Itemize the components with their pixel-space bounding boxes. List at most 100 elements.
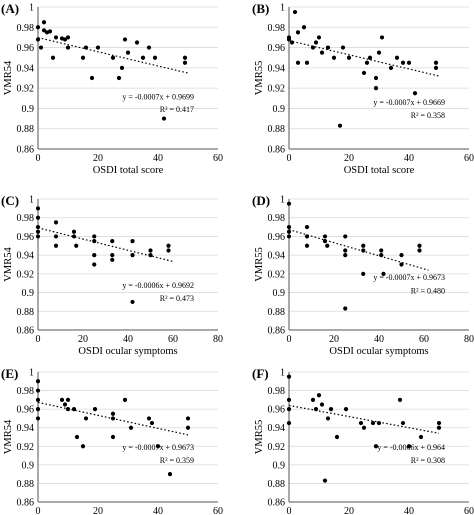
data-point (65, 35, 71, 40)
data-point (80, 444, 86, 449)
data-point (388, 65, 394, 70)
trendline (288, 229, 429, 271)
data-point (337, 123, 343, 128)
data-point (122, 37, 128, 42)
data-point (35, 229, 41, 234)
data-point (417, 243, 422, 248)
y-tick-label: 1 (29, 195, 34, 206)
y-tick-label: 0.96 (17, 405, 35, 416)
data-point (343, 248, 348, 253)
y-tick-label: 0.96 (268, 43, 286, 54)
data-point (167, 472, 173, 477)
data-point (110, 55, 116, 60)
y-tick-label: 0.92 (268, 442, 286, 453)
data-point (71, 229, 77, 234)
y-tick-label: 0.9 (22, 104, 35, 115)
x-tick-label: 60 (464, 506, 474, 515)
data-point (376, 420, 382, 426)
data-point (35, 25, 41, 30)
data-point (343, 306, 348, 311)
data-point (373, 86, 379, 91)
y-tick-label: 0.9 (273, 460, 286, 471)
y-axis-title: VMR55 (254, 420, 265, 454)
data-point (35, 206, 41, 211)
y-axis-title: VMR54 (3, 247, 14, 282)
data-point (304, 60, 310, 65)
data-point (313, 407, 319, 412)
y-tick-label: 0.88 (268, 124, 286, 135)
data-point (346, 55, 352, 60)
data-point (95, 45, 101, 50)
data-point (92, 239, 97, 244)
data-point (325, 45, 331, 50)
data-point (343, 407, 349, 412)
data-point (331, 55, 337, 60)
y-tick-label: 0.92 (268, 84, 286, 95)
data-point (340, 45, 346, 50)
data-point (319, 402, 325, 407)
x-tick-label: 60 (213, 506, 223, 515)
data-point (35, 224, 41, 230)
data-point (286, 397, 292, 402)
data-point (92, 407, 98, 412)
trend-equation: y = -0.0007x + 0.9673 (373, 273, 445, 282)
data-point (149, 420, 155, 426)
data-point (361, 425, 367, 430)
y-axis-title: VMR55 (254, 61, 265, 95)
trend-equation: y = -0.0007x + 0.9673 (122, 443, 194, 452)
data-point (185, 425, 191, 430)
data-point (110, 416, 116, 421)
y-tick-label: 0.98 (17, 23, 35, 34)
x-tick-label: 60 (419, 334, 429, 345)
data-point (334, 434, 340, 440)
y-tick-label: 0.96 (268, 405, 286, 416)
chart-panel-5: 0.860.880.90.920.940.960.9810204060OSDI … (1, 366, 223, 515)
y-tick-label: 0.96 (268, 232, 286, 243)
data-point (397, 397, 403, 402)
x-tick-label: 0 (36, 334, 41, 345)
x-axis-title: OSDI total score (344, 165, 415, 176)
y-tick-label: 0.92 (17, 84, 35, 95)
data-point (41, 28, 47, 33)
y-tick-label: 0.9 (22, 288, 35, 299)
data-point (358, 420, 364, 426)
data-point (286, 224, 292, 230)
data-point (325, 243, 330, 248)
data-point (53, 234, 59, 239)
y-tick-label: 0.98 (268, 23, 286, 34)
r-squared: R² = 0.308 (411, 456, 445, 465)
data-point (89, 75, 95, 81)
data-point (35, 37, 41, 42)
data-point (92, 262, 97, 267)
y-tick-label: 0.88 (17, 307, 35, 318)
data-point (310, 45, 316, 50)
r-squared: R² = 0.480 (411, 286, 445, 295)
data-point (110, 239, 115, 244)
trendline (37, 227, 174, 263)
x-tick-label: 40 (404, 153, 414, 164)
data-point (182, 60, 188, 65)
data-point (295, 60, 301, 65)
data-point (433, 60, 439, 65)
data-point (400, 60, 406, 65)
data-point (50, 55, 56, 60)
data-point (406, 444, 412, 449)
chart-panel-1: 0.86 0.88 0.9 0.92 0.94 0.96 0.98 1 0 20 40 60 OSDI … (1, 1, 223, 176)
r-squared: R² = 0.358 (411, 111, 445, 120)
data-point (47, 29, 53, 34)
data-point (286, 37, 292, 42)
data-point (322, 239, 328, 244)
data-point (110, 257, 115, 262)
y-tick-label: 0.98 (268, 386, 286, 397)
y-axis-title: VMR54 (3, 60, 14, 95)
data-point (161, 116, 167, 121)
data-point (381, 271, 386, 276)
y-axis-title: VMR55 (254, 247, 265, 281)
y-tick-label: 1 (280, 3, 285, 14)
data-point (182, 55, 188, 60)
x-axis-title: OSDI ocular symptoms (78, 346, 177, 357)
chart-panel-4: 0.86 0.88 0.9 0.92 0.94 0.96 0.98 1 0 20 40 60 80 OSD… (252, 193, 474, 357)
trendline (37, 36, 189, 74)
r-squared: R² = 0.359 (160, 456, 194, 465)
